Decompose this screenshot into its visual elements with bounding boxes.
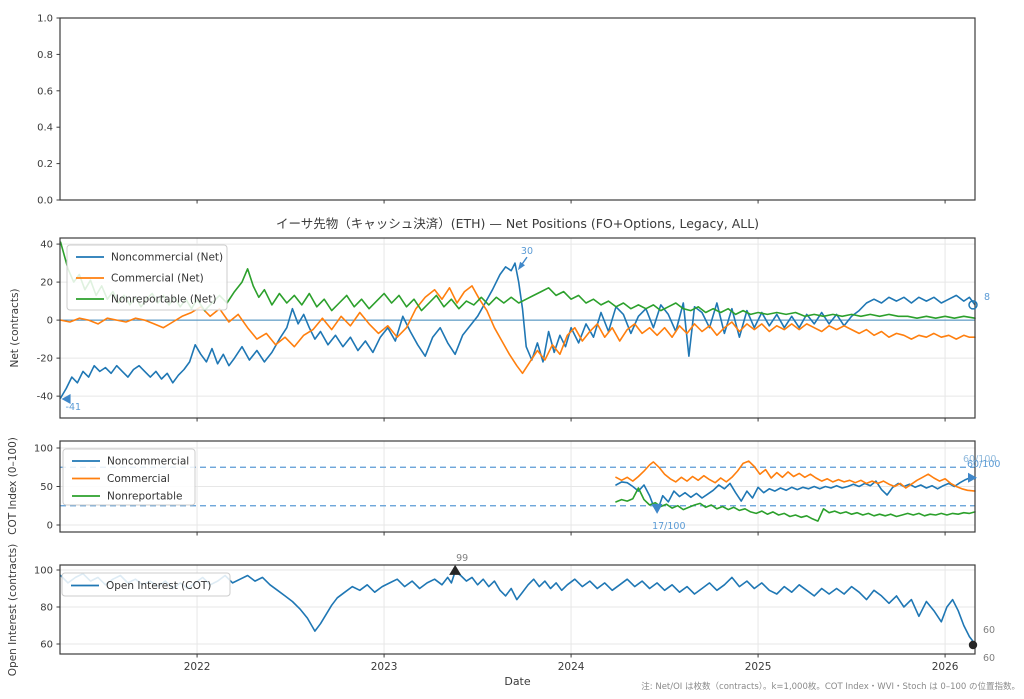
y-tick-label: 0.8 (37, 50, 53, 61)
y-tick-label: 100 (34, 565, 53, 576)
annotation-8: 8 (984, 292, 990, 303)
peak-triangle-marker (449, 564, 462, 575)
legend-label-open-interest-cot: Open Interest (COT) (106, 580, 211, 592)
annotation-99: 99 (456, 553, 468, 564)
y-tick-label: 0.0 (37, 196, 53, 207)
legend: Open Interest (COT) (61, 572, 231, 597)
y-tick-label: -40 (37, 392, 53, 403)
y-tick-label: 100 (34, 444, 53, 455)
legend-box (61, 572, 231, 597)
axes-border (59, 237, 976, 419)
x-tick-label: 2022 (184, 661, 211, 673)
y-tick-label: 0.6 (37, 86, 53, 97)
legend-label-nonreportable-net: Nonreportable (Net) (111, 294, 216, 306)
x-tick-label: 2025 (745, 661, 772, 673)
annotation-30: 30 (521, 246, 533, 257)
legend-label-noncommercial-net: Noncommercial (Net) (111, 252, 223, 264)
axes-border (59, 564, 976, 655)
annotation-60-100: 60/100 (967, 459, 1000, 470)
legend-label-nonreportable: Nonreportable (107, 491, 182, 503)
end-arrow-marker (968, 472, 977, 483)
y-tick-label: 60 (40, 640, 53, 651)
legend-label-noncommercial: Noncommercial (107, 456, 189, 468)
annotation-17-100: 17/100 (652, 521, 685, 532)
y-tick-label: 0.4 (37, 123, 53, 134)
annotation-60: 60 (983, 653, 995, 664)
y-tick-label: 50 (40, 482, 53, 493)
annotation-60: 60 (983, 625, 995, 636)
y-tick-label: -20 (37, 354, 53, 365)
x-tick-label: 2024 (558, 661, 585, 673)
dip-arrow-marker (651, 503, 663, 514)
legend-label-commercial-net: Commercial (Net) (111, 273, 204, 285)
line-noncommercial (615, 476, 976, 513)
chart-title: イーサ先物（キャッシュ決済）(ETH) — Net Positions (FO+… (275, 216, 760, 231)
legend-label-commercial: Commercial (107, 473, 170, 485)
annotation-arrowhead (517, 261, 525, 271)
end-circle-marker (968, 300, 978, 310)
start-arrow-marker (61, 394, 71, 405)
legend-box (62, 448, 196, 506)
line-nonreportable (615, 487, 976, 522)
footnote: 注: Net/OI は枚数（contracts）。k=1,000枚。COT In… (641, 682, 1020, 692)
y-tick-label: 1.0 (37, 14, 53, 25)
y-tick-label: 80 (40, 603, 53, 614)
panel-oi: 60 80 100 2022 2023 2024 2025 2026 Open Interest… (34, 553, 995, 673)
y-tick-label: 0.2 (37, 159, 53, 170)
axes-border (59, 17, 976, 201)
ylabel-net: Net (contracts) (9, 288, 21, 368)
panel-cot: 0 50 100 Noncommercial Commercial Nonreportab… (34, 440, 1000, 536)
y-tick-label: 20 (40, 278, 53, 289)
line-commercial-net (59, 285, 976, 375)
panel-net: -40 -20 0 20 40 Noncommercial (Net) Commercial… (37, 237, 990, 422)
ylabel-open-interest: Open Interest (contracts) (7, 543, 19, 677)
end-dot-marker (968, 640, 978, 650)
annotation-41: -41 (66, 402, 82, 413)
x-tick-label: 2023 (371, 661, 398, 673)
panel-empty: 0.0 0.2 0.4 0.6 0.8 1.0 (37, 14, 976, 207)
ylabel-cot-index: COT Index (0–100) (7, 437, 19, 535)
xlabel-date: Date (504, 675, 531, 688)
annotation-60-100: 60/100 (963, 454, 996, 465)
legend: Noncommercial Commercial Nonreportable (62, 448, 196, 506)
line-commercial (615, 460, 976, 492)
legend: Noncommercial (Net) Commercial (Net) Nonre… (66, 244, 228, 311)
y-tick-label: 0 (47, 316, 53, 327)
y-tick-label: 0 (47, 520, 53, 531)
legend-box (66, 244, 228, 311)
x-tick-label: 2026 (932, 661, 959, 673)
y-tick-label: 40 (40, 240, 53, 251)
